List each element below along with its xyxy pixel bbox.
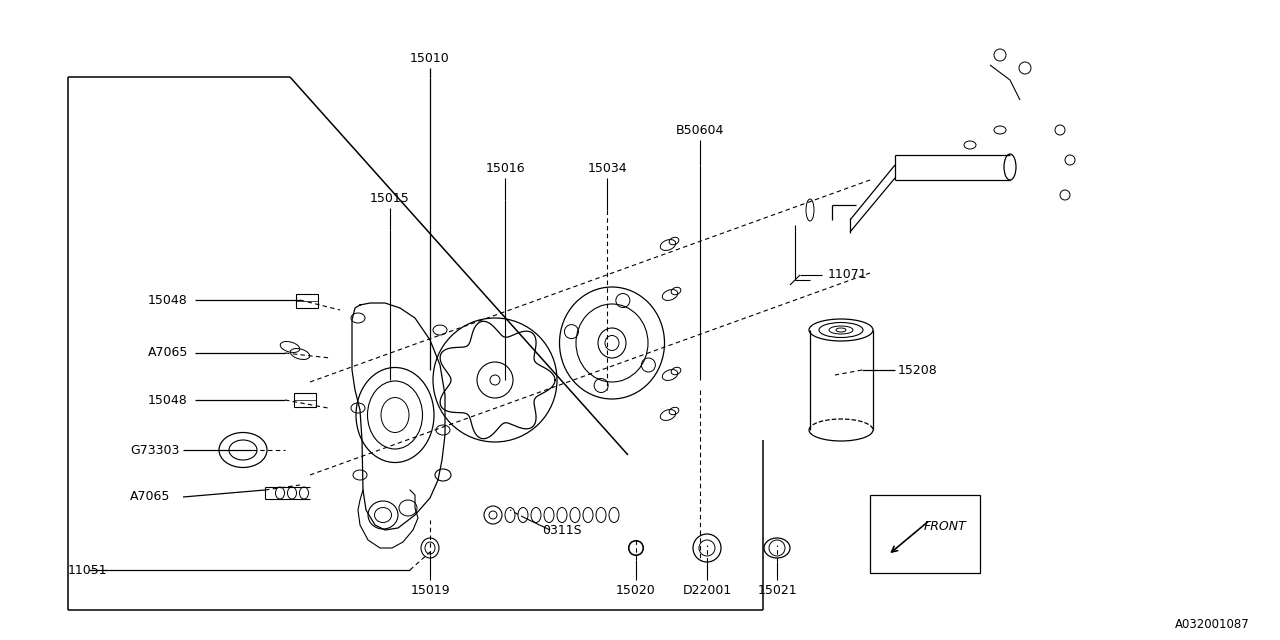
Text: A032001087: A032001087 — [1175, 618, 1251, 632]
Text: G73303: G73303 — [131, 444, 179, 456]
Text: D22001: D22001 — [682, 584, 732, 596]
Text: 15021: 15021 — [758, 584, 797, 596]
Bar — [296, 294, 317, 308]
Text: A7065: A7065 — [148, 346, 188, 360]
Text: 15020: 15020 — [616, 584, 655, 596]
Text: FRONT: FRONT — [924, 520, 966, 534]
Text: B50604: B50604 — [676, 124, 724, 136]
Text: 15208: 15208 — [899, 364, 938, 376]
Text: 15015: 15015 — [370, 191, 410, 205]
Text: 11071: 11071 — [828, 269, 868, 282]
Bar — [870, 495, 980, 573]
Text: 15048: 15048 — [148, 394, 188, 406]
Text: 15048: 15048 — [148, 294, 188, 307]
Bar — [294, 393, 316, 407]
Text: 11051: 11051 — [68, 563, 108, 577]
Text: 15019: 15019 — [410, 584, 449, 596]
Text: 15034: 15034 — [588, 161, 627, 175]
Text: 15016: 15016 — [485, 161, 525, 175]
Text: 0311S: 0311S — [543, 524, 582, 536]
Text: 15010: 15010 — [410, 51, 449, 65]
Text: A7065: A7065 — [131, 490, 170, 504]
